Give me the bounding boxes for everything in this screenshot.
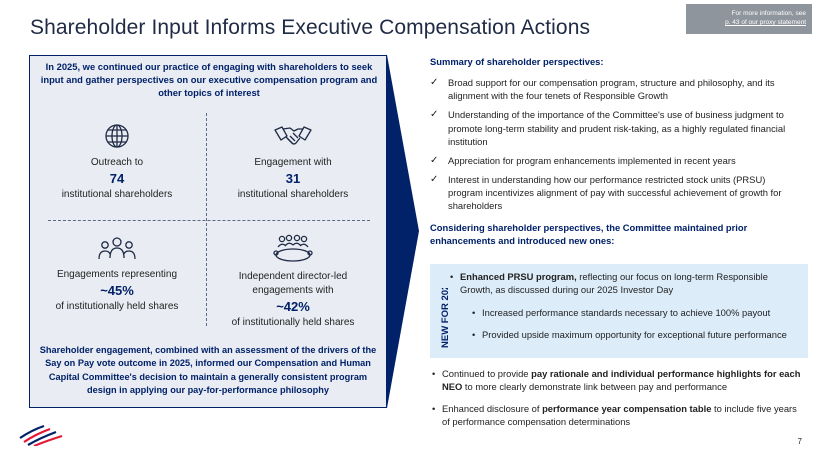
new-for-2025-label: NEW FOR 2025 [440,288,451,348]
vertical-divider [206,113,207,326]
flag-logo-icon [19,424,63,446]
engagement-panel: In 2025, we continued our practice of en… [29,55,387,408]
proxy-reference-box[interactable]: For more information, see p. 43 of our p… [686,4,812,34]
summary-item: ✓ Understanding of the importance of the… [430,109,786,147]
stat-value: 31 [285,171,301,186]
stat-sub: institutional shareholders [61,188,173,200]
svg-text:NEW FOR 2025: NEW FOR 2025 [440,288,451,348]
stat-value: 74 [109,171,125,186]
bullet-dot: • [472,307,476,318]
checkmark-icon: ✓ [430,109,439,121]
meeting-table-icon [273,234,313,262]
stat-value: ~45% [100,283,134,298]
stat-sub: institutional shareholders [237,188,349,200]
panel-intro: In 2025, we continued our practice of en… [40,61,378,99]
summary-item: ✓ Appreciation for program enhancements … [430,154,736,166]
bullet-dot: • [450,271,454,282]
bullet-dot: • [432,403,436,414]
bullet-dot: • [432,368,436,379]
enhancement-bullet: • Continued to provide pay rationale and… [432,368,801,393]
engagement-stat: Engagement with 31 institutional shareho… [208,122,378,202]
enhancement-bullet: • Enhanced disclosure of performance yea… [432,403,797,428]
stat-label: Independent director-led engagements wit… [238,271,348,296]
checkmark-icon: ✓ [430,174,439,186]
people-group-icon [98,237,136,260]
director-led-stat: Independent director-led engagements wit… [208,234,378,330]
globe-icon [105,124,129,148]
stat-sub: of institutionally held shares [55,300,179,312]
checkmark-icon: ✓ [430,154,439,166]
outreach-stat: Outreach to 74 institutional shareholder… [32,122,202,202]
arrow-pointer [387,55,419,408]
checkmark-icon: ✓ [430,77,439,89]
reference-link[interactable]: p. 43 of our proxy statement [725,19,806,27]
bullet-dot: • [472,329,476,340]
new-for-2025-box: NEW FOR 2025 • Enhanced PRSU program, re… [430,264,808,358]
stat-label: Engagement with [254,157,332,168]
engagements-representing-stat: Engagements representing ~45% of institu… [32,234,202,314]
stat-sub: of institutionally held shares [231,316,355,328]
summary-heading: Summary of shareholder perspectives: [430,56,604,67]
summary-column: Summary of shareholder perspectives: ✓ B… [430,55,802,247]
considering-heading: Considering shareholder perspectives, th… [430,221,748,246]
prsu-sub-item: • Provided upside maximum opportunity fo… [472,329,787,340]
page-number: 7 [797,437,802,446]
stat-label: Outreach to [90,157,144,168]
panel-outro: Shareholder engagement, combined with an… [39,345,377,396]
reference-line-1: For more information, see [731,10,806,17]
page-title: Shareholder Input Informs Executive Comp… [30,16,591,39]
prsu-sub-item: • Increased performance standards necess… [472,307,771,318]
handshake-icon [274,126,312,145]
stat-value: ~42% [276,299,310,314]
enhanced-prsu-item: • Enhanced PRSU program, reflecting our … [450,271,768,296]
stat-label: Engagements representing [56,269,178,280]
summary-item: ✓ Interest in understanding how our perf… [430,174,782,212]
summary-item: ✓ Broad support for our compensation pro… [430,77,775,102]
horizontal-divider [48,220,370,221]
